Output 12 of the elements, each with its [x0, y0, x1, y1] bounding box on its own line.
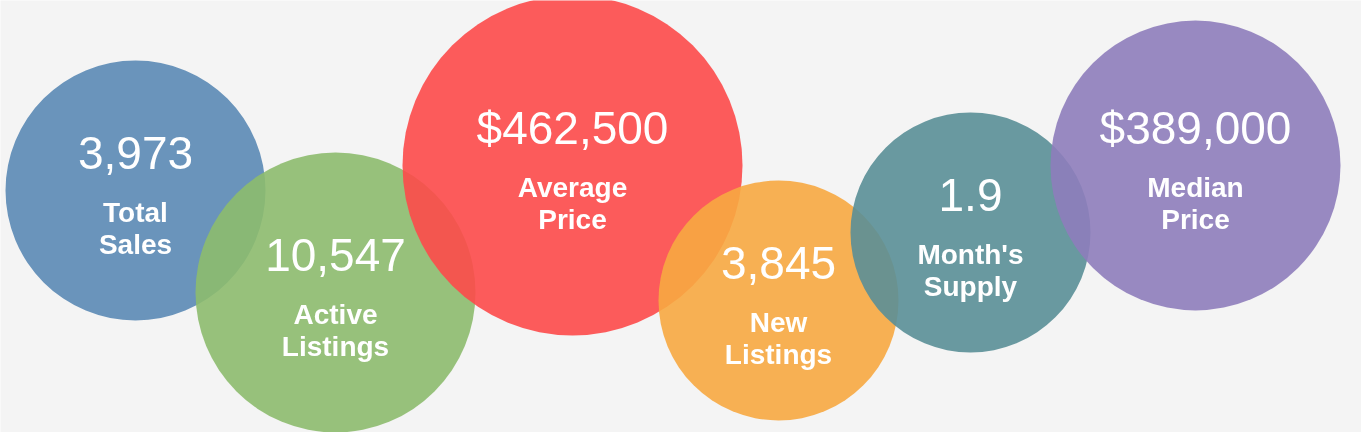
data-label: 3,973 [77, 126, 194, 179]
category-label: Active Listings [281, 299, 390, 362]
data-label: 1.9 [938, 168, 1003, 221]
data-label: 3,845 [720, 236, 837, 289]
category-label: Average Price [517, 172, 628, 235]
data-label: $389,000 [1099, 101, 1292, 154]
category-label: Total Sales [98, 197, 173, 260]
category-label: New Listings [724, 307, 833, 370]
category-label: Median Price [1147, 172, 1244, 235]
data-label: 10,547 [265, 228, 406, 281]
category-label: Month's Supply [917, 239, 1024, 302]
data-label: $462,500 [476, 101, 669, 154]
